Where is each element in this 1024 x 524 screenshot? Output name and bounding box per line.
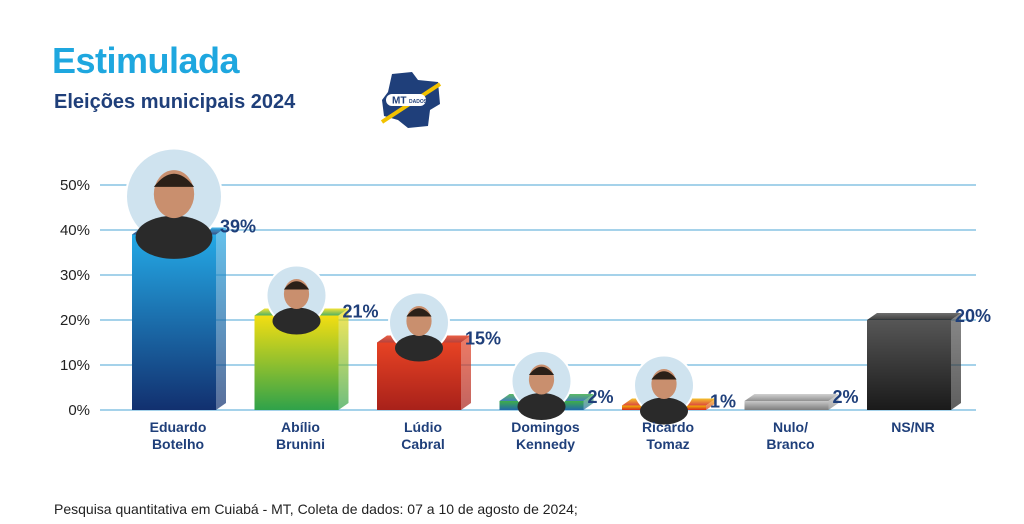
bar xyxy=(867,320,951,410)
category-label: Tomaz xyxy=(646,436,689,452)
category-label: Cabral xyxy=(401,436,445,452)
category-label: Domingos xyxy=(511,419,580,435)
category-label: Abílio xyxy=(281,419,320,435)
category-label: Brunini xyxy=(276,436,325,452)
y-tick-label: 40% xyxy=(60,222,90,239)
value-label: 15% xyxy=(465,329,501,349)
y-tick-label: 30% xyxy=(60,267,90,284)
value-label: 2% xyxy=(833,387,859,407)
bar-side xyxy=(216,227,226,410)
svg-text:DADOS: DADOS xyxy=(409,99,428,105)
category-label: Lúdio xyxy=(404,419,442,435)
bar-side xyxy=(706,398,716,410)
bar-side xyxy=(461,335,471,410)
bar-top xyxy=(744,394,839,401)
y-tick-label: 0% xyxy=(68,402,90,419)
candidate-photo xyxy=(633,354,695,425)
bar-side xyxy=(583,394,594,410)
category-label: Ricardo xyxy=(642,419,694,435)
bars xyxy=(125,147,961,425)
category-label: Nulo/ xyxy=(773,419,808,435)
category-label: Branco xyxy=(766,436,814,452)
candidate-photo xyxy=(510,350,573,420)
value-label: 39% xyxy=(220,217,256,237)
value-label: 1% xyxy=(710,392,736,412)
mt-dados-logo: MT DADOS xyxy=(380,72,442,128)
candidate-photo xyxy=(125,147,223,259)
value-label: 21% xyxy=(343,302,379,322)
bar-side xyxy=(828,394,839,410)
y-tick-label: 50% xyxy=(60,177,90,194)
footnote: Pesquisa quantitativa em Cuiabá - MT, Co… xyxy=(54,501,578,517)
bar xyxy=(132,234,216,410)
category-label: Eduardo xyxy=(150,419,207,435)
category-label: NS/NR xyxy=(891,419,935,435)
chart-subtitle: Eleições municipais 2024 xyxy=(54,91,296,113)
svg-text:MT: MT xyxy=(392,96,406,107)
chart-title: Estimulada xyxy=(52,40,240,81)
bar-side xyxy=(338,308,349,410)
value-label: 20% xyxy=(955,306,991,326)
category-label: Botelho xyxy=(152,436,204,452)
candidate-photo xyxy=(265,264,328,335)
y-tick-label: 20% xyxy=(60,312,90,329)
y-tick-label: 10% xyxy=(60,357,90,374)
bar-top xyxy=(867,313,961,320)
bar xyxy=(744,401,829,410)
candidate-photo xyxy=(388,291,450,362)
bar-side xyxy=(951,313,961,410)
category-label: Kennedy xyxy=(516,436,575,452)
value-label: 2% xyxy=(588,387,614,407)
